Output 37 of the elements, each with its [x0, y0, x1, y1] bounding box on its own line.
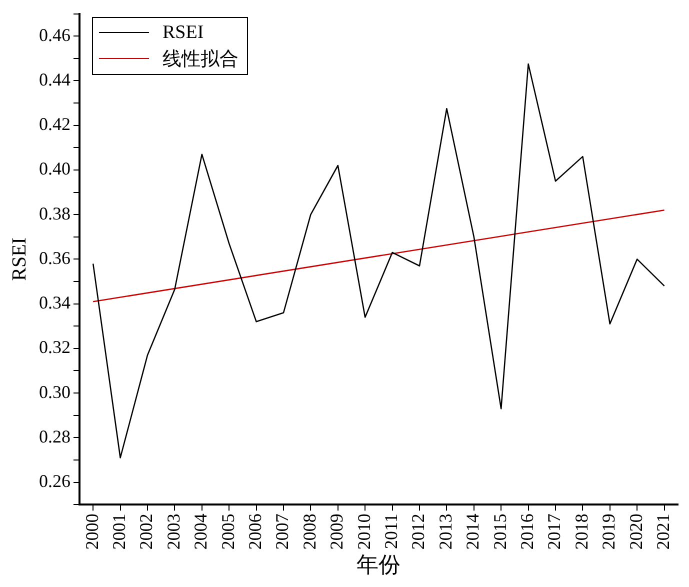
- x-tick-label: 2000: [82, 514, 102, 550]
- y-tick-label: 0.42: [39, 114, 70, 134]
- y-tick-label: 0.38: [39, 203, 70, 224]
- x-tick-label: 2021: [653, 514, 674, 550]
- x-tick-label: 2018: [571, 514, 592, 550]
- x-tick-label: 2003: [163, 514, 184, 550]
- x-tick-label: 2008: [299, 514, 320, 550]
- legend-label: 线性拟合: [162, 48, 238, 72]
- y-axis-title: RSEI: [8, 238, 30, 281]
- x-tick-label: 2005: [218, 514, 238, 550]
- x-tick-label: 2002: [136, 514, 156, 550]
- legend-label: RSEI: [162, 22, 204, 44]
- y-tick-label: 0.34: [39, 292, 70, 313]
- y-tick-label: 0.46: [39, 24, 70, 45]
- y-tick-label: 0.32: [39, 337, 70, 358]
- x-tick-label: 2016: [517, 514, 538, 550]
- x-tick-label: 2010: [354, 514, 374, 550]
- x-tick-label: 2011: [381, 514, 402, 549]
- x-tick-label: 2015: [490, 514, 510, 550]
- x-tick-label: 2009: [326, 514, 347, 550]
- x-tick-label: 2007: [272, 514, 292, 550]
- x-axis-title: 年份: [356, 552, 401, 577]
- x-tick-label: 2004: [190, 514, 211, 550]
- x-tick-label: 2013: [435, 514, 456, 550]
- y-tick-label: 0.30: [39, 382, 70, 402]
- y-tick-label: 0.40: [39, 158, 70, 179]
- y-tick-label: 0.26: [39, 471, 70, 492]
- x-tick-label: 2017: [544, 514, 564, 550]
- x-tick-label: 2020: [626, 514, 646, 550]
- y-tick-label: 0.28: [39, 426, 70, 446]
- x-tick-label: 2012: [408, 514, 428, 550]
- x-tick-label: 2014: [462, 514, 483, 550]
- y-tick-label: 0.44: [39, 69, 70, 90]
- x-tick-label: 2019: [598, 514, 619, 550]
- x-tick-label: 2006: [245, 514, 266, 550]
- x-tick-label: 2001: [109, 514, 130, 550]
- y-tick-label: 0.36: [39, 248, 70, 268]
